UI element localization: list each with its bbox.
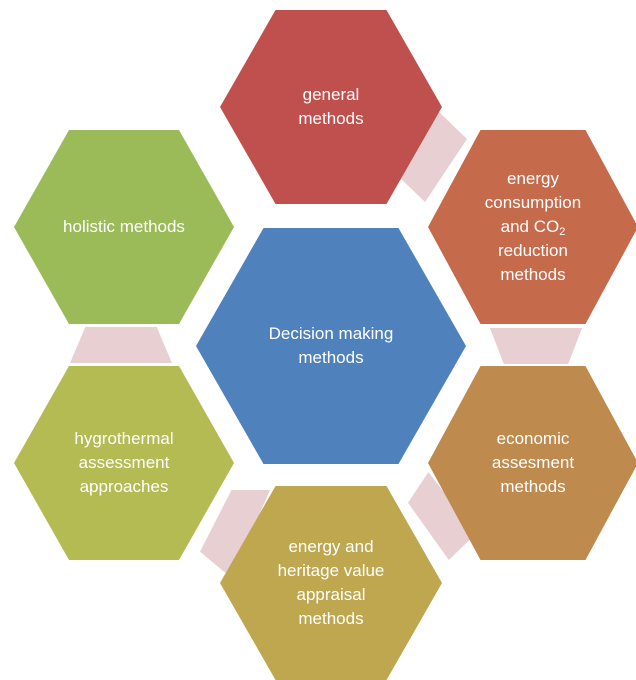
center-label-line2: methods xyxy=(298,348,364,367)
energy-co2-label: energy consumption and CO2 reduction met… xyxy=(485,167,581,287)
general-methods-label: general methods xyxy=(298,83,363,131)
economic-line1: economic xyxy=(496,429,570,448)
economic-label: economic assesment methods xyxy=(492,427,574,499)
hygrothermal-line2: assessment xyxy=(78,453,170,472)
hexagon-energy-co2-methods: energy consumption and CO2 reduction met… xyxy=(428,130,636,324)
general-line2: methods xyxy=(298,109,364,128)
hygrothermal-line1: hygrothermal xyxy=(74,429,174,448)
hexagon-hygrothermal-approaches: hygrothermal assessment approaches xyxy=(14,366,234,560)
heritage-line2: heritage value xyxy=(277,561,385,580)
heritage-line1: energy and xyxy=(288,537,374,556)
economic-line3: methods xyxy=(500,477,566,496)
holistic-label: holistic methods xyxy=(63,215,185,239)
connector-hygrothermal-holistic xyxy=(70,327,172,363)
center-hexagon: Decision making methods xyxy=(196,228,466,464)
heritage-line3: appraisal xyxy=(296,585,366,604)
energy-co2-line2: consumption xyxy=(484,193,582,212)
energy-co2-line3-text: and CO xyxy=(500,217,560,236)
connector-energy-economic xyxy=(490,328,582,364)
economic-line2: assesment xyxy=(491,453,575,472)
hexagon-holistic-methods: holistic methods xyxy=(14,130,234,324)
energy-co2-line3: and CO2 xyxy=(500,217,566,238)
general-line1: general xyxy=(302,85,360,104)
hygrothermal-label: hygrothermal assessment approaches xyxy=(74,427,173,499)
co2-subscript: 2 xyxy=(559,226,566,238)
center-label: Decision making methods xyxy=(269,322,394,370)
holistic-line1: holistic methods xyxy=(63,217,185,236)
energy-co2-line4: reduction xyxy=(498,241,568,260)
energy-co2-line5: methods xyxy=(500,265,566,284)
hygrothermal-line3: approaches xyxy=(79,477,169,496)
energy-co2-line1: energy xyxy=(507,169,559,188)
heritage-label: energy and heritage value appraisal meth… xyxy=(278,535,385,631)
heritage-line4: methods xyxy=(298,609,364,628)
center-label-line1: Decision making xyxy=(268,324,394,343)
